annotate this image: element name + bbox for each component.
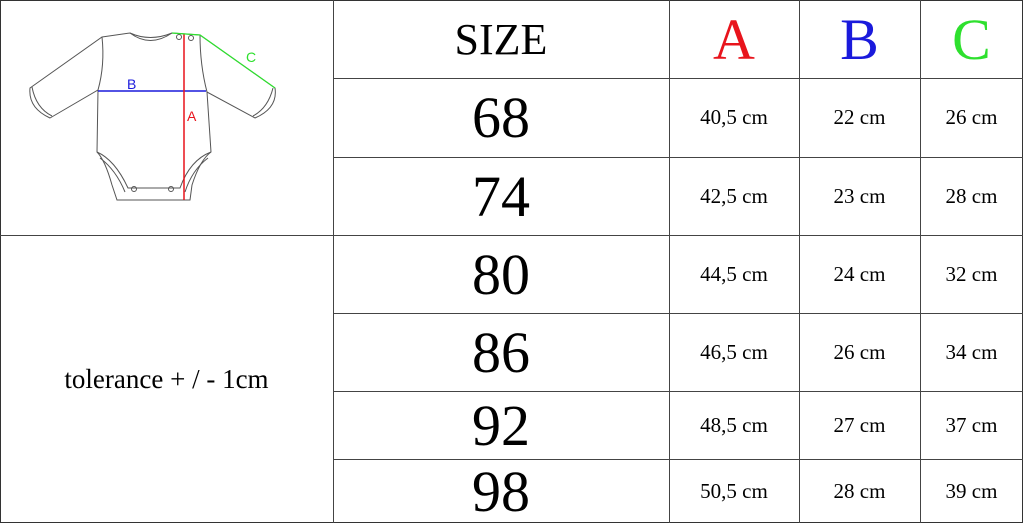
divider	[0, 235, 333, 236]
header-b: B	[840, 6, 879, 72]
measurement-c-cell: 34 cm	[945, 339, 998, 364]
size-cell: 92	[472, 392, 530, 458]
label-c: C	[246, 49, 256, 65]
divider	[669, 0, 670, 523]
header-c: C	[952, 6, 991, 72]
measurement-c-cell: 28 cm	[945, 183, 998, 208]
measurement-b-cell: 28 cm	[833, 478, 886, 503]
size-cell: 86	[472, 319, 530, 385]
measurement-c-cell: 32 cm	[945, 261, 998, 286]
label-b: B	[127, 76, 136, 92]
measurement-a-cell: 42,5 cm	[700, 183, 768, 208]
measurement-a-cell: 50,5 cm	[700, 478, 768, 503]
header-size: SIZE	[454, 14, 548, 64]
tolerance-note: tolerance + / - 1cm	[64, 363, 269, 394]
divider	[333, 0, 334, 523]
divider	[333, 157, 1023, 158]
divider	[333, 235, 1023, 236]
measurement-b-cell: 22 cm	[833, 105, 886, 129]
bodysuit-diagram-icon: B A C	[29, 32, 276, 201]
measurement-a-cell: 40,5 cm	[700, 105, 768, 129]
label-a: A	[187, 108, 197, 124]
size-cell: 80	[472, 241, 530, 307]
measurement-b-cell: 24 cm	[833, 261, 886, 286]
size-cell: 98	[472, 458, 530, 524]
header-a: A	[713, 6, 755, 72]
divider	[333, 313, 1023, 314]
measurement-c-cell: 39 cm	[945, 478, 998, 503]
divider	[333, 459, 1023, 460]
size-cell: 68	[472, 85, 530, 150]
measurement-a-cell: 48,5 cm	[700, 412, 768, 437]
divider	[333, 78, 1023, 79]
divider	[333, 391, 1023, 392]
size-cell: 74	[472, 163, 530, 229]
measurement-b-cell: 26 cm	[833, 339, 886, 364]
measurement-a-cell: 46,5 cm	[700, 339, 768, 364]
measurement-a-cell: 44,5 cm	[700, 261, 768, 286]
measurement-c-cell: 37 cm	[945, 412, 998, 437]
measure-c-line	[171, 32, 276, 89]
measurement-c-cell: 26 cm	[945, 105, 998, 129]
divider	[920, 0, 921, 523]
measurement-b-cell: 27 cm	[833, 412, 886, 437]
divider	[799, 0, 800, 523]
measurement-b-cell: 23 cm	[833, 183, 886, 208]
